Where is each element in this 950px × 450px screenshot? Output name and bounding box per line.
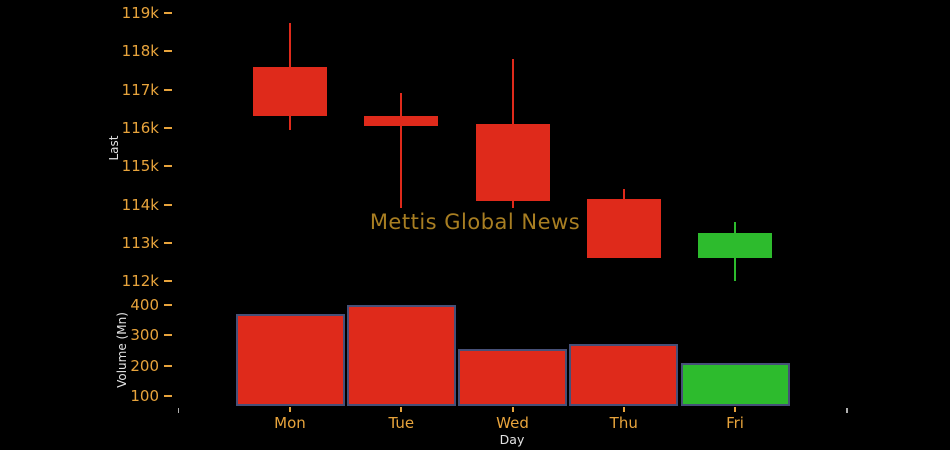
volume-tick-mark	[164, 304, 172, 306]
x-tick-label: Tue	[388, 414, 415, 432]
price-tick-mark	[164, 126, 172, 129]
price-tick-label: 117k	[121, 80, 159, 99]
price-tick-mark	[164, 165, 172, 168]
volume-tick-mark	[164, 334, 172, 337]
volume-axis-title: Volume (Mn)	[115, 312, 129, 388]
volume-bar	[346, 305, 456, 406]
price-tick-mark	[164, 50, 172, 53]
volume-tick-label: 300	[130, 326, 159, 345]
volume-bar	[458, 349, 567, 406]
candle-body	[253, 66, 327, 117]
watermark: Mettis Global News	[369, 210, 581, 234]
x-tick-mark	[622, 407, 625, 412]
candle-body	[698, 233, 772, 259]
volume-tick-label: 100	[130, 387, 159, 405]
price-tick-label: 114k	[121, 195, 159, 214]
volume-tick-mark	[164, 395, 172, 397]
price-tick-label: 112k	[121, 272, 159, 291]
price-tick-mark	[164, 88, 172, 91]
volume-bar	[680, 362, 790, 406]
price-tick-label: 116k	[121, 118, 159, 137]
price-tick-label: 115k	[121, 157, 159, 176]
volume-bar	[235, 314, 345, 406]
volume-bar	[569, 344, 679, 406]
price-tick-mark	[164, 280, 172, 283]
candle-body	[475, 124, 550, 201]
candle-wick	[400, 93, 403, 209]
price-tick-label: 113k	[121, 233, 159, 252]
x-tick-mark	[734, 407, 736, 412]
x-tick-mark	[400, 407, 403, 412]
x-axis-edge-tick	[177, 408, 179, 413]
price-tick-label: 118k	[121, 42, 159, 61]
volume-tick-label: 200	[130, 356, 159, 375]
x-axis-edge-tick	[846, 408, 848, 413]
price-tick-mark	[164, 203, 172, 206]
x-tick-label: Thu	[609, 414, 638, 432]
x-tick-label: Mon	[274, 414, 306, 432]
price-tick-mark	[164, 241, 172, 244]
candle-body	[586, 198, 661, 259]
candle-body	[364, 116, 439, 126]
x-tick-mark	[511, 407, 514, 412]
volume-tick-mark	[164, 364, 172, 367]
x-tick-mark	[289, 407, 291, 412]
x-tick-label: Fri	[726, 414, 744, 432]
x-axis-title: Day	[499, 432, 525, 447]
x-tick-label: Wed	[496, 414, 529, 432]
volume-tick-label: 400	[130, 296, 159, 314]
price-tick-mark	[164, 12, 172, 14]
price-tick-label: 119k	[121, 4, 159, 22]
